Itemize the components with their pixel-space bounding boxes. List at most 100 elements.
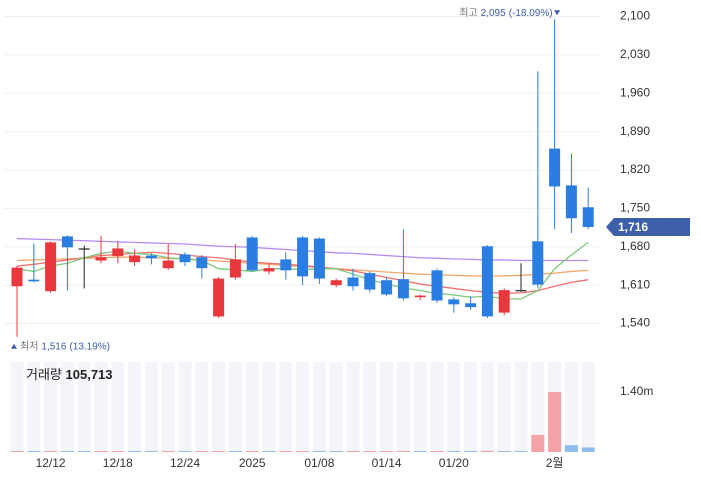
volume-title: 거래량 105,713 bbox=[26, 367, 113, 382]
candle-body bbox=[229, 259, 241, 278]
candle-body bbox=[582, 207, 594, 228]
y-tick-label: 1,820 bbox=[620, 162, 650, 176]
volume-column bbox=[480, 362, 494, 452]
y-tick-label: 1,610 bbox=[620, 277, 650, 291]
candle-body bbox=[162, 260, 174, 269]
volume-column bbox=[77, 362, 91, 452]
volume-title-text: 거래량 bbox=[26, 367, 62, 382]
volume-bar bbox=[480, 450, 494, 452]
volume-bar bbox=[144, 451, 158, 452]
current-price-label: 1,716 bbox=[618, 220, 648, 234]
volume-column bbox=[464, 362, 478, 452]
volume-column bbox=[312, 362, 326, 452]
y-tick-label: 2,030 bbox=[620, 47, 650, 61]
candle-body bbox=[95, 257, 107, 261]
candle-body bbox=[213, 278, 225, 317]
volume-bar bbox=[44, 450, 58, 452]
volume-area bbox=[10, 362, 595, 452]
candle-body bbox=[431, 270, 443, 301]
volume-tick-label: 1.40m bbox=[620, 384, 653, 398]
candle-body bbox=[448, 299, 460, 305]
volume-column bbox=[212, 362, 226, 452]
volume-column bbox=[161, 362, 175, 452]
volume-bar bbox=[581, 447, 595, 452]
volume-column bbox=[396, 362, 410, 452]
x-tick-label: 12/18 bbox=[103, 456, 133, 470]
volume-bar bbox=[161, 451, 175, 452]
volume-bar bbox=[111, 451, 125, 452]
volume-bar bbox=[212, 450, 226, 452]
candle-body bbox=[145, 255, 157, 259]
volume-bar bbox=[464, 451, 478, 452]
candle-body bbox=[297, 237, 309, 277]
volume-column bbox=[262, 362, 276, 452]
volume-bar bbox=[27, 451, 41, 452]
volume-column bbox=[27, 362, 41, 452]
volume-bar bbox=[262, 451, 276, 452]
volume-bar bbox=[195, 451, 209, 452]
volume-column bbox=[144, 362, 158, 452]
volume-bar bbox=[296, 451, 310, 452]
candle-body bbox=[397, 279, 409, 299]
volume-column bbox=[447, 362, 461, 452]
candle-body bbox=[515, 290, 527, 292]
volume-column bbox=[94, 362, 108, 452]
volume-bar bbox=[430, 451, 444, 452]
x-tick-label: 01/20 bbox=[439, 456, 469, 470]
candle-body bbox=[347, 277, 359, 287]
x-tick-label: 2월 bbox=[546, 456, 564, 470]
volume-column bbox=[380, 362, 394, 452]
volume-column bbox=[430, 362, 444, 452]
candle-body bbox=[263, 268, 275, 272]
volume-column bbox=[111, 362, 125, 452]
candle-body bbox=[280, 259, 292, 271]
x-tick-label: 2025 bbox=[239, 456, 266, 470]
volume-column bbox=[497, 362, 511, 452]
current-price-tag bbox=[606, 218, 690, 237]
candle-body bbox=[179, 254, 191, 263]
volume-bar bbox=[279, 451, 293, 452]
volume-column bbox=[178, 362, 192, 452]
volume-bar bbox=[548, 392, 562, 452]
volume-bar bbox=[413, 451, 427, 452]
volume-column bbox=[10, 362, 24, 452]
volume-bar bbox=[329, 451, 343, 452]
volume-column bbox=[346, 362, 360, 452]
volume-column bbox=[44, 362, 58, 452]
volume-column bbox=[60, 362, 74, 452]
candle-body bbox=[246, 237, 258, 271]
volume-bar bbox=[497, 451, 511, 452]
volume-bar bbox=[245, 451, 259, 452]
volume-bar bbox=[10, 451, 24, 452]
candle-body bbox=[78, 248, 90, 250]
high-arrow bbox=[554, 10, 561, 16]
candles bbox=[11, 19, 594, 337]
volume-column bbox=[581, 362, 595, 452]
x-tick-label: 12/12 bbox=[36, 456, 66, 470]
candle-body bbox=[112, 248, 124, 257]
volume-bar bbox=[531, 434, 545, 452]
volume-bar bbox=[228, 451, 242, 452]
y-tick-label: 1,540 bbox=[620, 316, 650, 330]
high-note-title: 최고 bbox=[459, 7, 477, 19]
volume-bar bbox=[94, 451, 108, 452]
low-arrow bbox=[11, 343, 17, 349]
candle-body bbox=[364, 273, 376, 290]
volume-column bbox=[245, 362, 259, 452]
candle-body bbox=[465, 303, 477, 308]
volume-bar bbox=[128, 451, 142, 452]
volume-column bbox=[413, 362, 427, 452]
candle-body bbox=[498, 290, 510, 313]
volume-bar bbox=[380, 451, 394, 452]
volume-column bbox=[564, 362, 578, 452]
volume-column bbox=[514, 362, 528, 452]
candle-body bbox=[61, 236, 73, 248]
x-tick-label: 01/08 bbox=[304, 456, 334, 470]
candle-body bbox=[381, 280, 393, 295]
volume-bar bbox=[312, 451, 326, 452]
volume-column bbox=[228, 362, 242, 452]
y-tick-label: 1,890 bbox=[620, 124, 650, 138]
high-note: 최고 2,095 (-18.09%) bbox=[459, 7, 552, 19]
candle-body bbox=[28, 279, 40, 282]
volume-column bbox=[296, 362, 310, 452]
